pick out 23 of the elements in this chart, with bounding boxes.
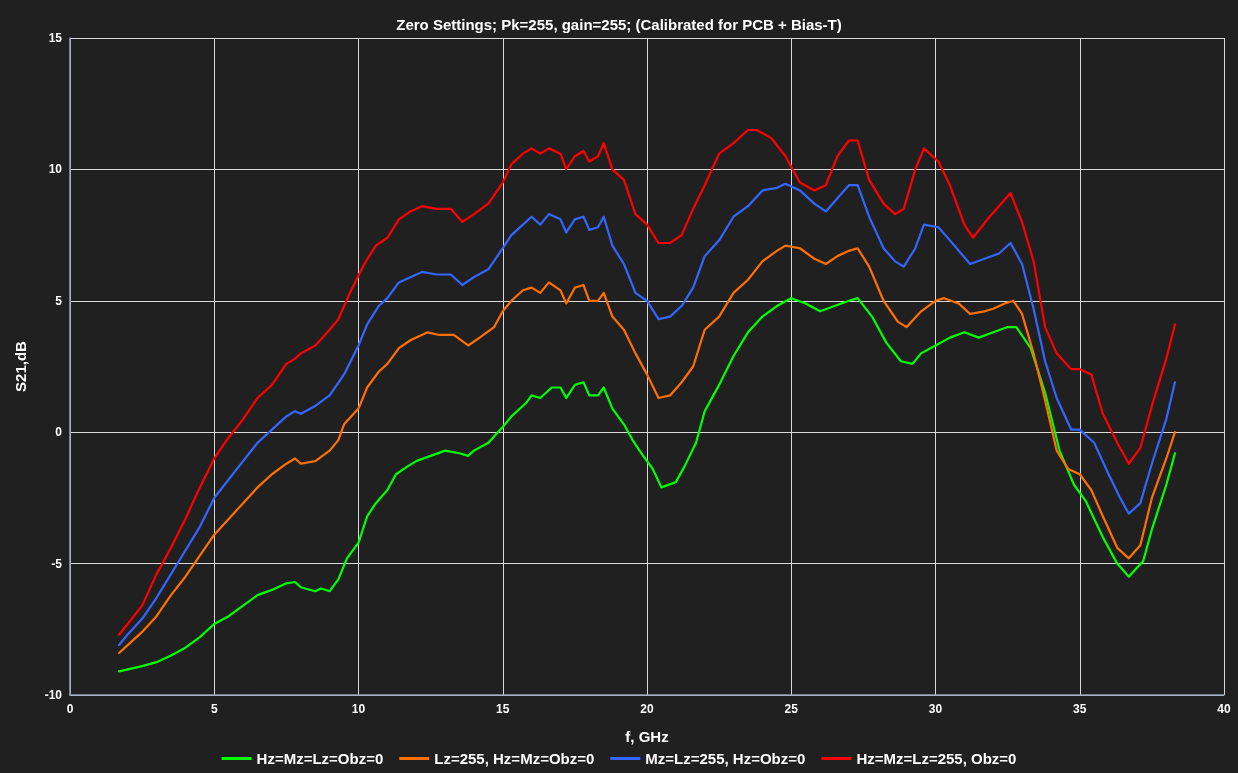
x-tick-label: 30 — [928, 702, 943, 716]
y-tick-label: -5 — [51, 556, 63, 571]
y-axis-title: S21,dB — [12, 340, 29, 392]
chart-title: Zero Settings; Pk=255, gain=255; (Calibrated for PCB + Bias-T) — [396, 16, 842, 33]
x-tick-label: 35 — [1073, 702, 1087, 716]
y-tick-label: 10 — [48, 162, 63, 177]
legend-label: Lz=255, Hz=Mz=Obz=0 — [434, 750, 595, 767]
y-tick-label: -10 — [44, 688, 63, 702]
x-axis-title: f, GHz — [625, 728, 669, 745]
x-tick-label: 25 — [784, 702, 799, 716]
legend-label: Hz=Mz=Lz=Obz=0 — [256, 750, 384, 767]
x-tick-label: 20 — [640, 702, 654, 716]
x-tick-label: 10 — [351, 702, 366, 716]
x-tick-label: 5 — [210, 702, 218, 716]
y-tick-label: 5 — [55, 293, 63, 308]
y-tick-label: 15 — [48, 31, 63, 45]
x-tick-label: 0 — [66, 702, 74, 716]
legend-label: Hz=Mz=Lz=255, Obz=0 — [856, 750, 1017, 767]
legend-label: Mz=Lz=255, Hz=Obz=0 — [645, 750, 806, 767]
y-tick-label: 0 — [55, 425, 63, 440]
line-series — [117, 297, 1177, 673]
x-tick-label: 40 — [1217, 702, 1231, 716]
x-tick-label: 15 — [496, 702, 510, 716]
